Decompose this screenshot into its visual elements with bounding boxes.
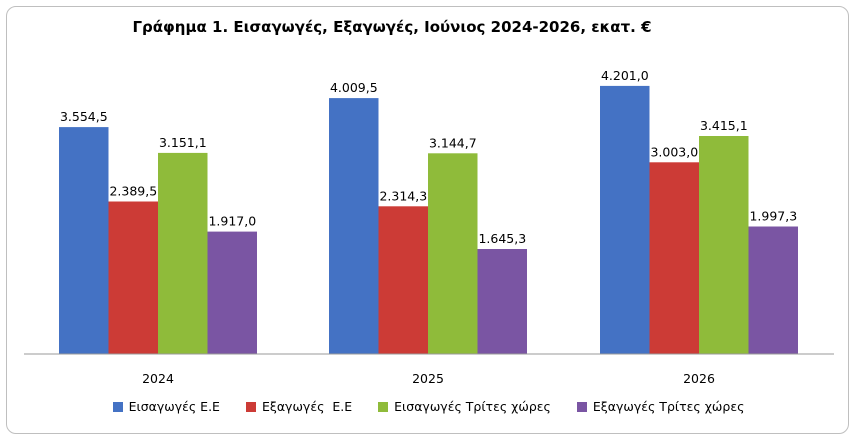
bar-2025-series-3 [428, 153, 478, 354]
bar-2024-series-3 [158, 152, 208, 354]
bar-2024-series-1 [59, 127, 109, 354]
data-label-2026-series-2: 3.003,0 [650, 144, 698, 159]
bar-2025-series-4 [477, 249, 527, 354]
bar-2026-series-3 [699, 136, 749, 354]
legend-swatch [576, 401, 587, 412]
data-label-2024-series-3: 3.151,1 [159, 135, 207, 150]
legend-label: Εξαγωγές Τρίτες χώρες [592, 399, 745, 414]
legend-item-series-3: Εισαγωγές Τρίτες χώρες [378, 399, 551, 414]
bar-2024-series-2 [108, 201, 158, 354]
x-tick-label: 2024 [142, 371, 174, 386]
legend-swatch [245, 401, 256, 412]
bar-2025-series-1 [329, 98, 379, 354]
bar-2026-series-4 [748, 226, 798, 354]
data-label-2026-series-4: 1.997,3 [749, 209, 797, 224]
legend-item-series-4: Εξαγωγές Τρίτες χώρες [576, 399, 745, 414]
legend-swatch [112, 401, 123, 412]
legend-item-series-2: Εξαγωγές Ε.Ε [245, 399, 353, 414]
legend-swatch [378, 401, 389, 412]
legend-label: Εισαγωγές Ε.Ε [128, 399, 220, 414]
bar-2024-series-4 [207, 231, 257, 354]
data-label-2026-series-1: 4.201,0 [601, 68, 649, 83]
chart-title: Γράφημα 1. Εισαγωγές, Εξαγωγές, Ιούνιος … [132, 18, 652, 36]
data-label-2024-series-4: 1.917,0 [208, 214, 256, 229]
legend: Εισαγωγές Ε.Ε Εξαγωγές Ε.Ε Εισαγωγές Τρίτε… [0, 399, 857, 414]
legend-label: Εξαγωγές Ε.Ε [261, 399, 353, 414]
data-label-2025-series-4: 1.645,3 [478, 231, 526, 246]
data-label-2025-series-3: 3.144,7 [429, 135, 477, 150]
data-label-2024-series-1: 3.554,5 [60, 109, 108, 124]
legend-label: Εισαγωγές Τρίτες χώρες [394, 399, 551, 414]
data-label-2026-series-3: 3.415,1 [700, 118, 748, 133]
data-label-2024-series-2: 2.389,5 [109, 184, 157, 199]
data-label-2025-series-1: 4.009,5 [330, 80, 378, 95]
x-tick-label: 2026 [683, 371, 715, 386]
bar-2026-series-2 [649, 162, 699, 354]
data-label-2025-series-2: 2.314,3 [379, 188, 427, 203]
bar-2026-series-1 [600, 85, 650, 355]
bar-2025-series-2 [378, 206, 428, 354]
legend-item-series-1: Εισαγωγές Ε.Ε [112, 399, 220, 414]
x-tick-label: 2025 [412, 371, 444, 386]
